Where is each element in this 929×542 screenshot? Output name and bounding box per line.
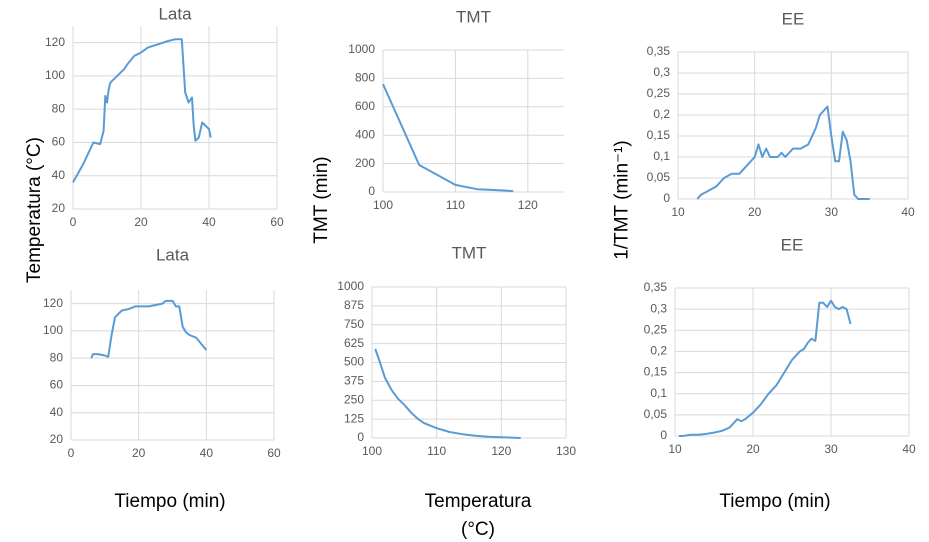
y-tick-label: 0,35 (647, 44, 671, 58)
y-tick-label: 400 (355, 127, 375, 141)
x-tick-label: 60 (270, 215, 284, 229)
y-axis-label: TMT (min) (311, 156, 332, 244)
x-tick-label: 20 (746, 442, 760, 456)
y-tick-label: 1000 (337, 279, 364, 293)
x-tick-label: 40 (902, 442, 916, 456)
x-tick-label: 10 (668, 442, 682, 456)
y-tick-label: 40 (52, 168, 66, 182)
data-line (72, 38, 212, 183)
y-tick-label: 0,15 (647, 128, 671, 142)
y-tick-label: 125 (344, 411, 364, 425)
y-tick-label: 0,3 (650, 301, 667, 315)
data-line (90, 299, 208, 359)
y-tick-label: 0,2 (650, 344, 667, 358)
y-tick-label: 800 (355, 71, 375, 85)
data-line (382, 83, 514, 193)
x-tick-label: 20 (134, 215, 148, 229)
y-tick-label: 0,3 (653, 65, 670, 79)
y-tick-label: 0,05 (647, 170, 671, 184)
y-tick-label: 200 (355, 156, 375, 170)
y-tick-label: 0 (357, 430, 364, 444)
y-tick-label: 0,25 (644, 322, 668, 336)
x-tick-label: 10 (671, 205, 685, 219)
x-axis-label: Temperatura (°C) (424, 491, 532, 540)
y-tick-label: 60 (52, 135, 66, 149)
chart-title: Lata (156, 245, 190, 264)
x-tick-label: 0 (70, 215, 77, 229)
x-tick-label: 30 (824, 442, 838, 456)
chart-title: TMT (452, 243, 487, 262)
x-tick-label: 30 (825, 205, 839, 219)
y-axis-label: 1/TMT (min⁻¹) (611, 140, 633, 260)
y-tick-label: 40 (50, 405, 64, 419)
y-tick-label: 0,1 (653, 149, 670, 163)
y-tick-label: 20 (52, 201, 66, 215)
y-tick-label: 20 (50, 432, 64, 446)
y-tick-label: 0,05 (644, 407, 668, 421)
x-tick-label: 40 (200, 446, 214, 460)
chart-title: TMT (456, 7, 491, 26)
x-tick-label: 130 (556, 444, 576, 458)
y-tick-label: 80 (52, 101, 66, 115)
x-tick-label: 120 (518, 198, 538, 212)
x-tick-label: 20 (132, 446, 146, 460)
y-tick-label: 0 (663, 191, 670, 205)
x-tick-label: 0 (68, 446, 75, 460)
x-axis-label: Tiempo (min) (719, 491, 831, 512)
y-tick-label: 120 (43, 296, 63, 310)
y-tick-label: 0,15 (644, 365, 668, 379)
y-tick-label: 500 (344, 355, 364, 369)
y-tick-label: 100 (45, 68, 65, 82)
y-tick-label: 80 (50, 350, 64, 364)
x-tick-label: 100 (373, 198, 393, 212)
y-tick-label: 100 (43, 323, 63, 337)
x-tick-label: 60 (267, 446, 281, 460)
x-tick-label: 40 (901, 205, 915, 219)
y-axis-label: Temperatura (°C) (24, 137, 45, 283)
chart-title: EE (782, 9, 805, 28)
x-tick-label: 40 (202, 215, 216, 229)
y-tick-label: 120 (45, 35, 65, 49)
data-line (374, 348, 521, 439)
y-tick-label: 625 (344, 336, 364, 350)
y-tick-label: 875 (344, 298, 364, 312)
y-tick-label: 0,35 (644, 280, 668, 294)
x-tick-label: 100 (362, 444, 382, 458)
y-tick-label: 600 (355, 99, 375, 113)
x-tick-label: 110 (446, 198, 465, 212)
y-tick-label: 0 (660, 428, 667, 442)
x-axis-label: Tiempo (min) (114, 491, 226, 512)
data-line (678, 299, 852, 437)
x-tick-label: 110 (427, 444, 446, 458)
y-tick-label: 1000 (348, 42, 375, 56)
y-tick-label: 375 (344, 374, 364, 388)
y-tick-label: 0,2 (653, 107, 670, 121)
y-tick-label: 750 (344, 317, 364, 331)
y-tick-label: 0 (368, 184, 375, 198)
data-line (696, 105, 870, 200)
x-tick-label: 20 (748, 205, 762, 219)
y-tick-label: 0,1 (650, 386, 667, 400)
y-tick-label: 60 (50, 378, 64, 392)
chart-title: Lata (158, 4, 192, 23)
chart-title: EE (781, 235, 804, 254)
y-tick-label: 250 (344, 392, 364, 406)
y-tick-label: 0,25 (647, 86, 671, 100)
x-tick-label: 120 (491, 444, 511, 458)
